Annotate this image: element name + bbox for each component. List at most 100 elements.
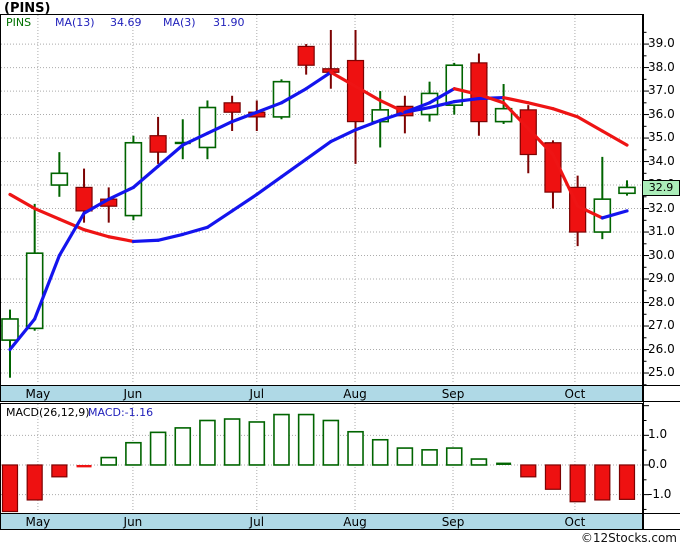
month-label-oct: Oct: [564, 515, 586, 529]
ma13-line-segment: [279, 157, 308, 179]
macd-bar-positive: [297, 413, 315, 466]
macd-bar-negative: [1, 464, 19, 513]
candle-body: [544, 142, 562, 193]
macd-bar-negative: [26, 464, 43, 501]
macd-bar-positive: [149, 431, 167, 466]
candle-body: [519, 109, 537, 156]
macd-bar-positive: [273, 413, 290, 466]
ma3-line-segment: [378, 98, 407, 114]
ma13-line-segment: [353, 118, 382, 132]
ma3-line-segment: [551, 152, 580, 208]
macd-axis-label: -1.0: [648, 486, 672, 501]
ma3-line-segment: [477, 92, 506, 105]
ma3-line-segment: [57, 211, 86, 258]
ma13-line-segment: [452, 96, 481, 104]
ma13-line-segment: [33, 206, 61, 221]
candle-body: [1, 318, 19, 341]
macd-bar-positive: [125, 441, 142, 466]
month-label-jul: Jul: [249, 387, 265, 401]
price-axis-label: 29.0: [648, 271, 675, 286]
ma3-line-segment: [576, 204, 604, 220]
month-label-jun: Jun: [123, 515, 143, 529]
candle-body: [75, 186, 93, 212]
ma3-line-segment: [33, 253, 61, 321]
price-axis-label: 34.0: [648, 153, 675, 168]
macd-bar-positive: [396, 447, 414, 466]
macd-indicator-label: MACD(26,12,9): [6, 406, 90, 419]
ma13-line-segment: [205, 209, 234, 229]
page-title: (PINS): [4, 1, 51, 16]
macd-plot-area: [0, 403, 643, 514]
ma3-line-segment: [353, 84, 382, 103]
ma13-line-segment: [576, 115, 604, 133]
macd-bar-negative: [569, 464, 586, 503]
macd-axis-label: 1.0: [648, 427, 668, 442]
month-label-aug: Aug: [343, 515, 367, 529]
month-label-oct: Oct: [564, 387, 586, 401]
month-label-sep: Sep: [441, 387, 465, 401]
ma3-line-segment: [230, 110, 259, 124]
ma3-line-segment: [131, 164, 160, 189]
price-axis-label: 39.0: [648, 36, 675, 51]
ma13-line-segment: [57, 217, 86, 232]
legend-ma3-value: 31.90: [213, 16, 245, 29]
macd-bar-negative: [544, 464, 562, 490]
ma3-line-segment: [181, 131, 210, 147]
ma13-line-segment: [600, 129, 629, 147]
footer-credit: ©12Stocks.com: [580, 531, 677, 545]
ma3-line-segment: [107, 185, 135, 201]
ma13-line-segment: [427, 100, 456, 110]
ma3-line-segment: [205, 120, 234, 135]
ma13-line-segment: [131, 238, 160, 244]
candle-doji-body: [174, 141, 191, 145]
macd-bar-positive: [248, 421, 266, 466]
month-label-jul: Jul: [249, 515, 265, 529]
ma3-line-segment: [502, 101, 530, 131]
macd-bar-positive: [445, 447, 463, 466]
macd-bar-positive: [100, 456, 118, 466]
candle-body: [50, 172, 69, 186]
ma3-line-segment: [279, 87, 308, 105]
price-plot-area: [0, 14, 643, 386]
price-axis-label: 36.0: [648, 106, 675, 121]
price-axis-label: 35.0: [648, 130, 675, 145]
price-axis-label: 38.0: [648, 59, 675, 74]
macd-bar-positive: [470, 458, 488, 466]
current-price-tag: 32.9: [642, 180, 680, 197]
macd-bar-positive: [199, 419, 216, 466]
month-label-aug: Aug: [343, 387, 367, 401]
price-axis-label: 31.0: [648, 224, 675, 239]
price-axis-label: 32.0: [648, 200, 675, 215]
ma3-line-segment: [526, 127, 555, 157]
price-axis-label: 30.0: [648, 247, 675, 262]
month-label-jun: Jun: [123, 387, 143, 401]
ma13-line-segment: [329, 128, 358, 144]
ma13-line-segment: [156, 232, 185, 242]
candle-body: [223, 102, 241, 113]
ma3-line-segment: [452, 87, 481, 97]
ma3-line-segment: [329, 70, 358, 88]
macd-current-value: MACD:-1.16: [88, 406, 154, 419]
macd-bar-positive: [223, 418, 241, 466]
ma3-line-segment: [600, 209, 629, 220]
candle-body: [494, 107, 513, 123]
month-axis-band: [0, 513, 643, 530]
month-label-may: May: [25, 387, 51, 401]
ma13-line-segment: [551, 107, 580, 119]
ma13-line-segment: [526, 101, 555, 111]
candle-body: [445, 64, 464, 106]
macd-bar-positive: [421, 449, 438, 466]
macd-bar-positive: [322, 419, 340, 466]
ma13-line-segment: [502, 96, 530, 105]
month-axis-band: [0, 385, 643, 402]
candle-body: [124, 141, 143, 217]
macd-bar-negative: [520, 464, 537, 478]
ma3-line-segment: [156, 143, 185, 168]
legend-symbol: PINS: [6, 16, 32, 29]
ma3-line-segment: [8, 317, 37, 352]
ma13-line-segment: [255, 175, 284, 197]
macd-bar-negative: [594, 464, 611, 501]
legend-ma13-value: 34.69: [110, 16, 142, 29]
